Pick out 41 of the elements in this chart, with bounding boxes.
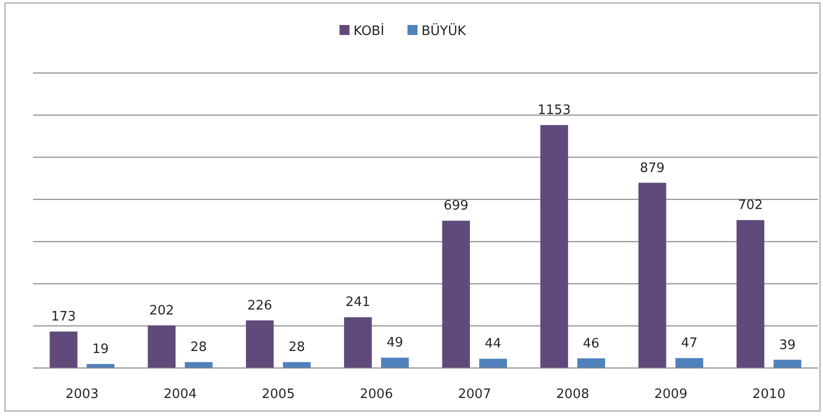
data-label: 226: [247, 298, 272, 314]
data-label: 28: [190, 340, 207, 356]
bar: [479, 358, 507, 368]
x-tick-label: 2005: [262, 387, 295, 402]
data-label: 699: [444, 198, 468, 214]
x-tick-label: 2009: [654, 387, 688, 402]
bar: [638, 182, 666, 368]
bar: [246, 320, 274, 368]
bar: [282, 362, 311, 368]
data-label: 173: [51, 310, 76, 325]
bar: [774, 360, 802, 368]
x-tick-label: 2008: [556, 387, 590, 402]
x-tick-label: 2006: [360, 387, 393, 402]
bar: [381, 358, 409, 368]
bar: [50, 332, 78, 368]
legend-label: KOBİ: [354, 23, 384, 39]
data-label: 44: [484, 336, 502, 352]
x-tick-label: 2007: [458, 387, 492, 402]
data-label: 49: [386, 336, 404, 351]
x-tick-label: 2010: [752, 387, 786, 402]
bar: [184, 362, 213, 368]
bar: [148, 325, 176, 368]
bar: [442, 220, 470, 368]
data-label: 19: [92, 342, 109, 357]
data-label: 47: [681, 336, 698, 352]
x-tick-label: 2004: [164, 387, 197, 402]
data-label: 28: [288, 340, 306, 356]
data-label: 46: [582, 336, 600, 352]
data-label: 1153: [538, 103, 571, 118]
bar: [344, 317, 372, 368]
data-label: 241: [346, 295, 370, 310]
data-label: 39: [779, 338, 796, 353]
x-tick-label: 2003: [66, 387, 99, 402]
legend-label: BÜYÜK: [422, 23, 466, 39]
data-label: 879: [640, 160, 665, 176]
data-label: 202: [149, 303, 174, 318]
bar: [540, 125, 568, 368]
bar: [675, 358, 704, 368]
bar: [736, 220, 764, 368]
data-label: 702: [738, 198, 763, 214]
bar: [577, 358, 606, 368]
